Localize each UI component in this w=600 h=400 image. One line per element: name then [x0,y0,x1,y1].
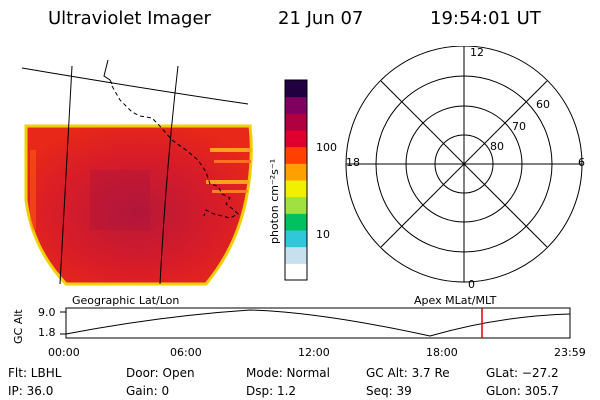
colorbar-band [285,130,307,148]
time-tick-2359: 23:59 [554,346,586,359]
info-glon: GLon: 305.7 [486,384,559,398]
time-tick-0600: 06:00 [170,346,202,359]
colorbar-band [285,113,307,131]
info-ip: IP: 36.0 [8,384,54,398]
colorbar-band [285,146,307,164]
info-glat: GLat: −27.2 [486,366,559,380]
polar-meridian-diag2 [380,80,548,248]
mlat-label-70: 70 [512,120,526,133]
info-gain: Gain: 0 [126,384,170,398]
time-tick-1800: 18:00 [426,346,458,359]
mlt-label-12: 12 [470,46,484,59]
geographic-grid [21,65,249,285]
footer-left-label: Geographic Lat/Lon [72,294,180,307]
colorbar-band [285,230,307,248]
footer-right-label: Apex MLat/MLT [414,294,497,307]
altitude-tick-high: 9.0 [38,306,56,319]
colorbar-band [285,213,307,231]
mlat-label-80: 80 [490,140,504,153]
info-seq: Seq: 39 [366,384,412,398]
mlt-label-18: 18 [346,156,360,169]
coastline [103,59,239,219]
info-mode: Mode: Normal [246,366,330,380]
timeline-frame [65,307,571,339]
colorbar [284,79,308,281]
colorbar-tick-10: 10 [316,228,330,241]
colorbar-band [285,80,307,98]
mlat-label-60: 60 [536,98,550,111]
colorbar-tick-100: 100 [316,141,337,154]
image-time: 19:54:01 UT [430,8,541,29]
mlt-label-6: 6 [578,156,585,169]
time-tick-1200: 12:00 [298,346,330,359]
colorbar-band [285,163,307,181]
mlt-label-0: 0 [468,278,475,291]
info-gc-alt: GC Alt: 3.7 Re [366,366,450,380]
colorbar-band [285,263,307,281]
info-door: Door: Open [126,366,195,380]
polar-grid [345,46,583,283]
colorbar-gradient [285,80,307,281]
colorbar-band [285,96,307,114]
image-title: Ultraviolet Imager [48,8,211,29]
auroral-image [24,124,253,286]
altitude-curve [65,309,571,337]
colorbar-band [285,180,307,198]
time-tick-0000: 00:00 [48,346,80,359]
info-dsp: Dsp: 1.2 [246,384,297,398]
info-filter: Flt: LBHL [8,366,62,380]
colorbar-band [285,246,307,264]
altitude-tick-low: 1.8 [38,326,56,339]
image-date: 21 Jun 07 [278,8,364,29]
colorbar-band [285,196,307,214]
